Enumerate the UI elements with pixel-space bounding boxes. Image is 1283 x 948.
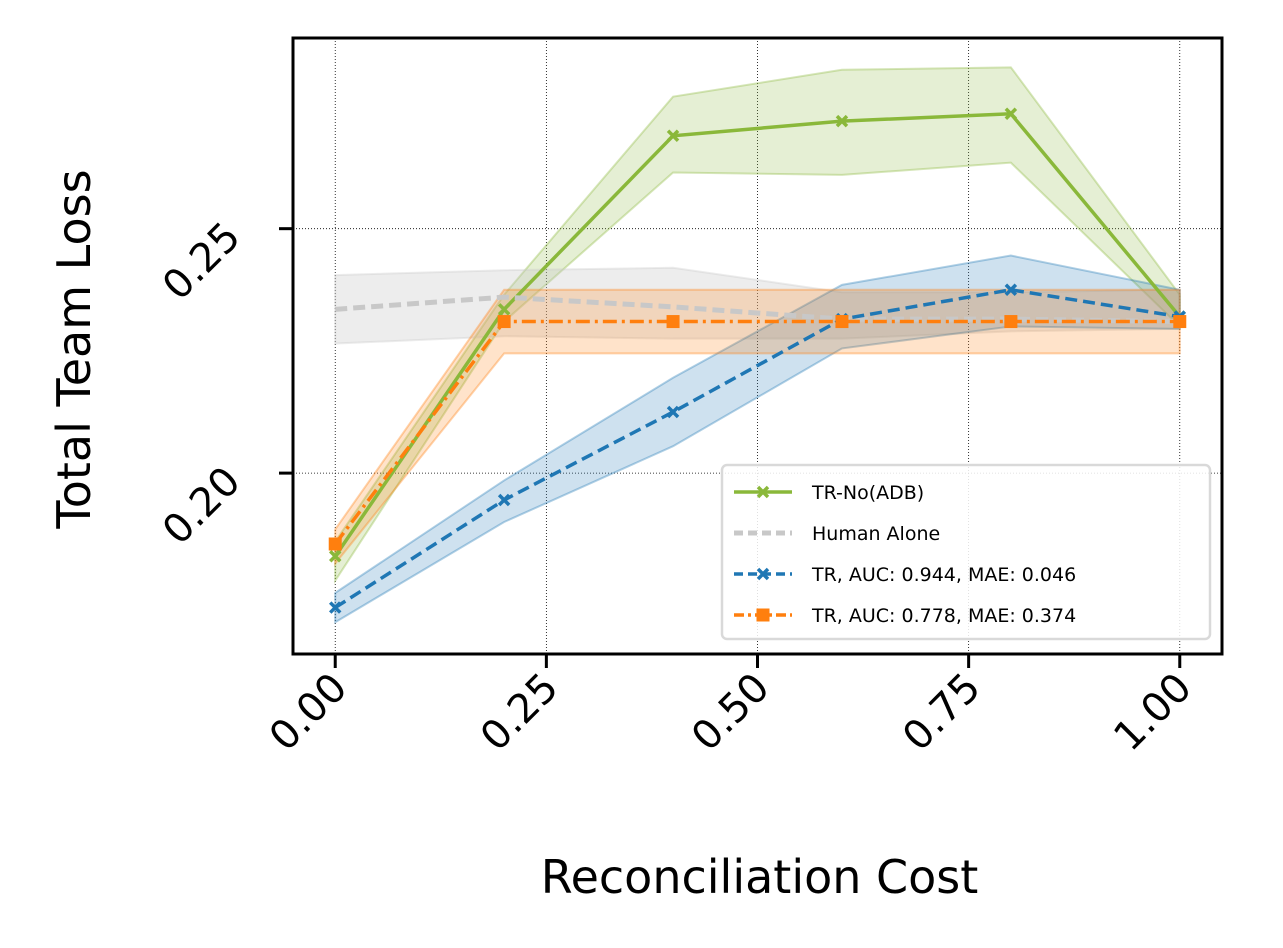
- legend-box: [720, 463, 1212, 641]
- data-point-marker: [497, 493, 511, 507]
- series-line: [333, 111, 1182, 558]
- y-tick-label: 0.20: [154, 458, 250, 554]
- x-tick-label: 0.25: [472, 665, 568, 761]
- data-point-marker: [328, 549, 342, 563]
- x-tick-label: 1.00: [1105, 665, 1201, 761]
- series-line: [333, 319, 1180, 546]
- data-point-marker: [666, 405, 680, 419]
- legend-entry: Human Alone: [734, 523, 940, 545]
- data-point-marker: [666, 129, 680, 143]
- data-point-marker: [835, 315, 849, 329]
- legend-label: TR, AUC: 0.778, MAE: 0.374: [811, 605, 1076, 627]
- legend-entry: TR, AUC: 0.944, MAE: 0.046: [734, 564, 1076, 586]
- series-line: [334, 288, 1181, 610]
- legend-entry: TR, AUC: 0.778, MAE: 0.374: [734, 605, 1076, 627]
- y-axis-label: Total Team Loss: [47, 169, 101, 529]
- data-point-marker: [497, 303, 511, 316]
- legend-label: TR-No(ADB): [811, 482, 924, 504]
- data-point-marker: [666, 315, 680, 329]
- data-point-marker: [756, 485, 770, 499]
- data-point-marker: [328, 601, 342, 614]
- data-point-marker: [497, 315, 511, 329]
- series-line: [335, 294, 1180, 325]
- confidence-band: [334, 254, 1181, 624]
- data-point-marker: [1004, 107, 1018, 121]
- x-axis-label: Reconciliation Cost: [541, 850, 979, 904]
- data-point-marker: [756, 608, 770, 622]
- series-lines: [333, 111, 1182, 610]
- x-tick-label: 0.75: [894, 665, 990, 761]
- confidence-band: [334, 288, 1181, 567]
- series-markers: [328, 107, 1187, 614]
- legend: TR-No(ADB) Human Alone TR, AUC: 0.944, MAE…: [720, 463, 1212, 641]
- legend-entry: TR-No(ADB): [734, 482, 924, 504]
- y-tick-label: 0.25: [154, 214, 250, 310]
- data-point-marker: [1004, 315, 1018, 329]
- x-tick-label: 0.50: [683, 665, 779, 761]
- data-point-marker: [835, 114, 849, 128]
- data-point-marker: [1173, 315, 1187, 329]
- data-point-marker: [1004, 283, 1018, 297]
- x-tick-label: 0.00: [261, 665, 357, 761]
- data-point-marker: [756, 567, 770, 581]
- data-point-marker: [328, 537, 342, 551]
- legend-label: TR, AUC: 0.944, MAE: 0.046: [811, 564, 1076, 586]
- legend-label: Human Alone: [812, 523, 940, 545]
- confidence-band: [334, 266, 1181, 345]
